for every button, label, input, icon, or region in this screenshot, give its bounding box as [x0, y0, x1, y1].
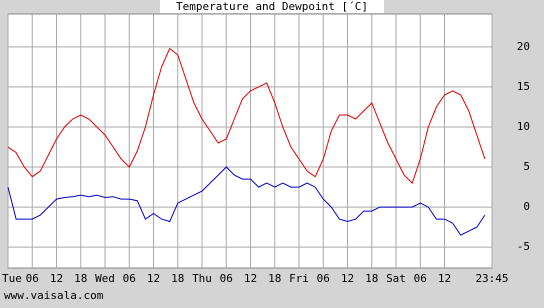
y-tick-label: -5	[517, 240, 530, 253]
series-line	[7, 47, 486, 185]
source: www.vaisala.com	[4, 289, 104, 302]
x-tick-label: 06	[414, 272, 427, 285]
x-tick-label: 06	[220, 272, 233, 285]
series-line	[7, 166, 486, 236]
y-tick-label: 10	[517, 120, 530, 133]
x-tick-label: Tue	[2, 272, 22, 285]
y-tick-label: 0	[523, 200, 530, 213]
x-tick-label: 12	[50, 272, 63, 285]
y-tick-label: 5	[523, 160, 530, 173]
x-tick-label: 18	[171, 272, 184, 285]
x-tick-label: 12	[147, 272, 160, 285]
x-tick-label: 06	[317, 272, 330, 285]
title-box	[160, 0, 384, 13]
x-tick-label: 18	[365, 272, 378, 285]
y-tick-label: 20	[517, 40, 530, 53]
x-tick-label: 18	[268, 272, 281, 285]
x-tick-label: Fri	[289, 272, 309, 285]
x-tick-label: 18	[74, 272, 87, 285]
chart-title: Temperature and Dewpoint [´C]	[176, 0, 368, 13]
y-tick-label: 15	[517, 80, 530, 93]
plot-area	[7, 13, 493, 269]
x-tick-label: Thu	[192, 272, 212, 285]
x-tick-label: 12	[244, 272, 257, 285]
x-tick-label: 23:45	[475, 272, 508, 285]
x-tick-label: 12	[438, 272, 451, 285]
x-tick-label: 06	[26, 272, 39, 285]
x-tick-label: Wed	[95, 272, 115, 285]
x-tick-label: Sat	[386, 272, 406, 285]
x-tick-label: 06	[123, 272, 136, 285]
x-tick-label: 12	[341, 272, 354, 285]
